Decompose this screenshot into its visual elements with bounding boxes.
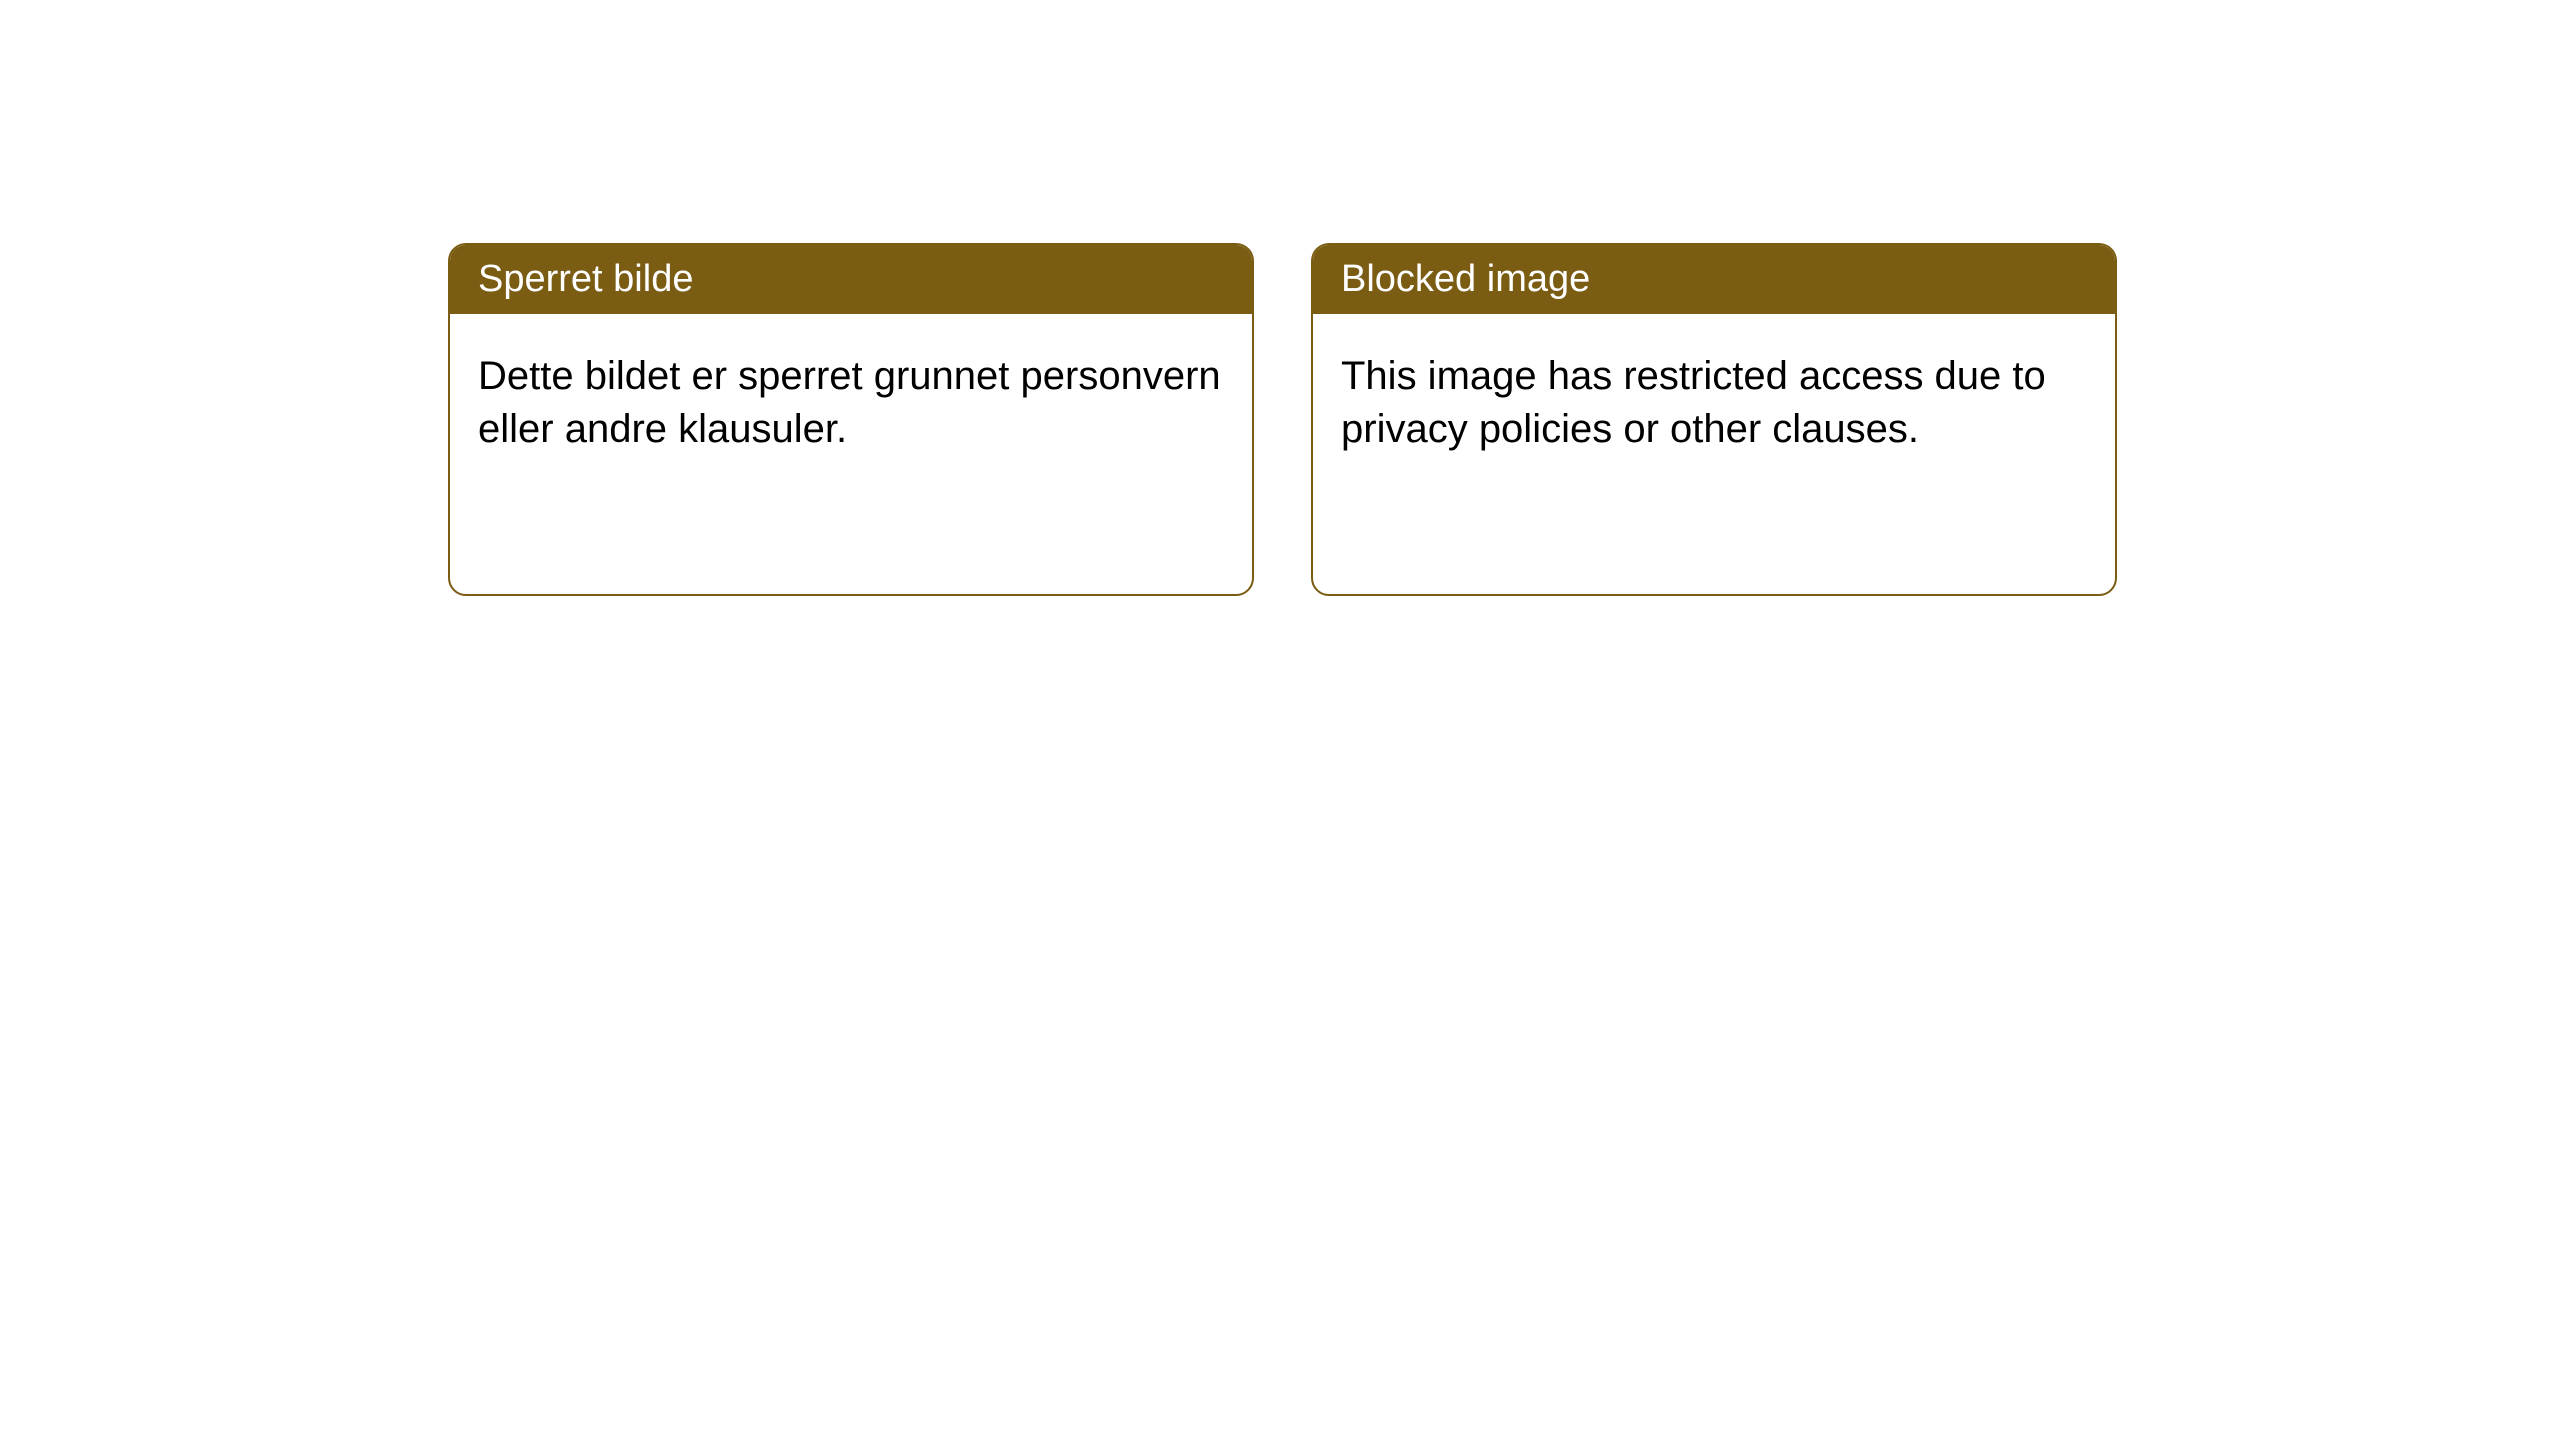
card-title: Blocked image bbox=[1341, 258, 1590, 300]
notice-card-norwegian: Sperret bilde Dette bildet er sperret gr… bbox=[448, 243, 1254, 596]
card-body-text: This image has restricted access due to … bbox=[1341, 354, 2046, 451]
notice-card-container: Sperret bilde Dette bildet er sperret gr… bbox=[448, 243, 2117, 596]
card-body-text: Dette bildet er sperret grunnet personve… bbox=[478, 354, 1221, 451]
card-header: Sperret bilde bbox=[450, 245, 1252, 314]
notice-card-english: Blocked image This image has restricted … bbox=[1311, 243, 2117, 596]
card-title: Sperret bilde bbox=[478, 258, 693, 300]
card-body: This image has restricted access due to … bbox=[1313, 314, 2115, 594]
card-body: Dette bildet er sperret grunnet personve… bbox=[450, 314, 1252, 594]
card-header: Blocked image bbox=[1313, 245, 2115, 314]
